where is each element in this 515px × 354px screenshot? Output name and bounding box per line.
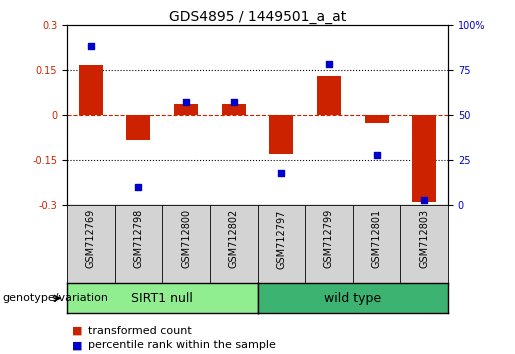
Text: percentile rank within the sample: percentile rank within the sample [88, 340, 276, 350]
Text: ■: ■ [72, 326, 82, 336]
Bar [413, 115, 436, 202]
Text: GSM712798: GSM712798 [133, 209, 143, 268]
Bar [174, 104, 198, 115]
Text: genotype/variation: genotype/variation [3, 293, 109, 303]
Point [372, 152, 381, 158]
Point [230, 99, 238, 105]
Text: transformed count: transformed count [88, 326, 191, 336]
Bar [365, 115, 388, 124]
Point [420, 197, 428, 203]
Point [325, 62, 333, 67]
Text: GSM712801: GSM712801 [372, 209, 382, 268]
Bar [79, 65, 102, 115]
Text: GSM712800: GSM712800 [181, 209, 191, 268]
Text: ■: ■ [72, 340, 82, 350]
Text: GSM712802: GSM712802 [229, 209, 238, 268]
Bar [127, 115, 150, 140]
Text: GSM712799: GSM712799 [324, 209, 334, 268]
Point [87, 44, 95, 49]
Text: GSM712769: GSM712769 [86, 209, 96, 268]
Bar [317, 76, 341, 115]
Text: wild type: wild type [324, 292, 381, 305]
Bar [222, 104, 246, 115]
Bar [269, 115, 293, 154]
Text: GSM712797: GSM712797 [277, 209, 286, 269]
Title: GDS4895 / 1449501_a_at: GDS4895 / 1449501_a_at [169, 10, 346, 24]
Point [277, 170, 285, 176]
Text: GSM712803: GSM712803 [419, 209, 429, 268]
Text: SIRT1 null: SIRT1 null [131, 292, 193, 305]
Point [134, 184, 143, 190]
Point [182, 99, 190, 105]
